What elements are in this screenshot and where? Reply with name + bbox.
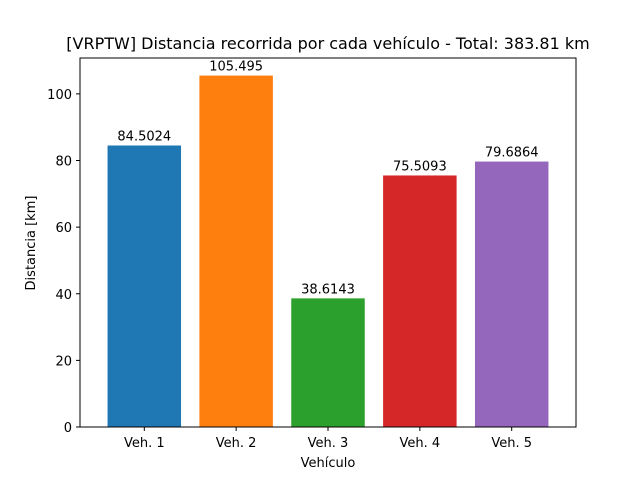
x-tick-label: Veh. 2 [216, 436, 257, 451]
y-axis-label: Distancia [km] [24, 196, 39, 291]
y-tick-label: 80 [55, 155, 72, 170]
y-tick-label: 0 [64, 421, 72, 436]
bar-value-label-4: 75.5093 [393, 159, 447, 174]
axes-frame [79, 57, 577, 428]
x-axis-label: Vehículo [301, 456, 356, 471]
bar-4 [383, 175, 457, 427]
y-tick-label: 60 [55, 221, 72, 236]
y-tick-label: 20 [55, 354, 72, 369]
bar-5 [474, 161, 549, 428]
x-tick-label: Veh. 1 [124, 436, 165, 451]
bar-3 [291, 298, 365, 427]
bar-value-label-3: 38.6143 [301, 282, 355, 297]
chart-title: [VRPTW] Distancia recorrida por cada veh… [66, 34, 589, 53]
y-tick-label: 100 [47, 88, 72, 103]
bar-value-label-1: 84.5024 [117, 130, 171, 145]
x-tick-label: Veh. 3 [308, 436, 349, 451]
bars-group [107, 75, 549, 428]
x-axis-ticks: Veh. 1 Veh. 2 Veh. 3 Veh. 4 Veh. 5 [124, 427, 532, 451]
bar-1 [107, 145, 182, 427]
y-axis-ticks: 0 20 40 60 80 100 [47, 88, 80, 436]
bar-labels-group: 84.5024 105.495 38.6143 75.5093 79.6864 [117, 60, 538, 298]
bar-2 [199, 75, 273, 428]
bar-value-label-5: 79.6864 [485, 146, 539, 161]
bar-value-label-2: 105.495 [209, 60, 263, 75]
x-tick-label: Veh. 5 [491, 436, 532, 451]
x-tick-label: Veh. 4 [400, 436, 441, 451]
y-tick-label: 40 [55, 288, 72, 303]
